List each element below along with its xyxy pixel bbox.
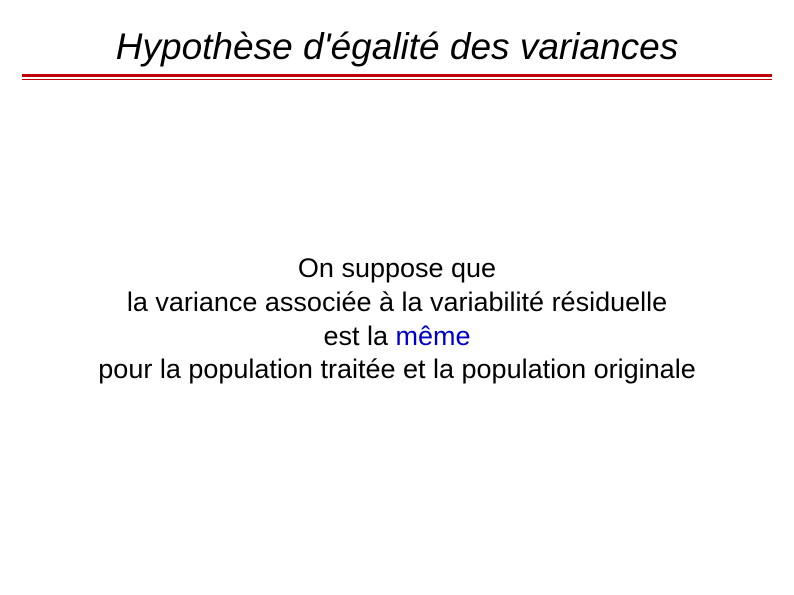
body-line-3-pre: est la xyxy=(323,321,395,351)
body-line-2: la variance associée à la variabilité ré… xyxy=(0,286,794,320)
title-underline xyxy=(22,74,772,80)
body-line-3: est la même xyxy=(0,320,794,354)
body-line-3-accent: même xyxy=(396,321,471,351)
body-line-4: pour la population traitée et la populat… xyxy=(0,353,794,387)
slide-title: Hypothèse d'égalité des variances xyxy=(0,0,794,74)
rule-line-thin xyxy=(22,79,772,80)
slide: Hypothèse d'égalité des variances On sup… xyxy=(0,0,794,595)
body-line-1: On suppose que xyxy=(0,252,794,286)
slide-body: On suppose que la variance associée à la… xyxy=(0,252,794,387)
